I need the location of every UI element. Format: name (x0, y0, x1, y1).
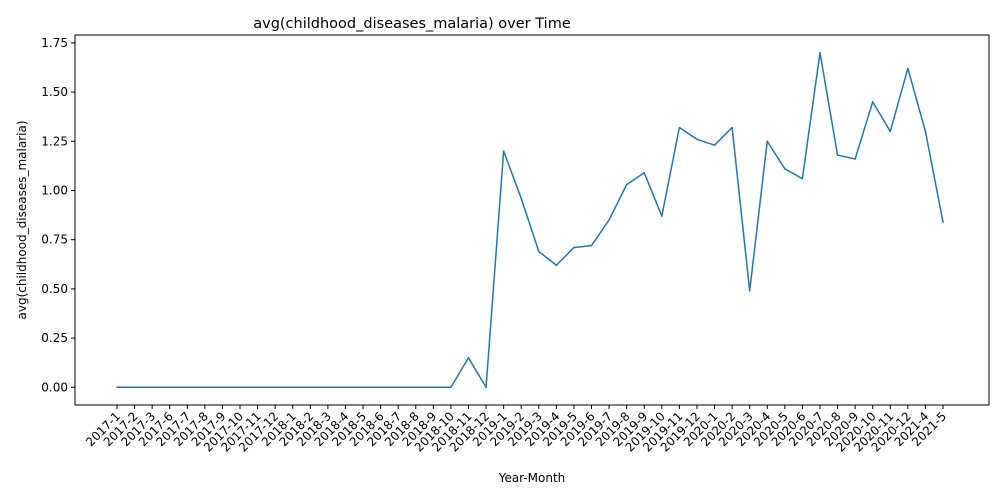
data-point (186, 386, 189, 389)
data-point (520, 197, 523, 200)
data-point (309, 386, 312, 389)
data-point (239, 386, 241, 389)
data-point (819, 51, 821, 54)
y-axis-ticks: 0.00 0.25 0.50 0.75 1.00 1.25 1.50 1.75 (41, 36, 75, 394)
data-point (678, 126, 681, 129)
data-point (432, 386, 435, 389)
data-point (748, 290, 751, 292)
data-point (801, 177, 804, 180)
data-point (836, 154, 839, 156)
data-point (713, 144, 716, 147)
x-axis-label: Year-Month (498, 471, 566, 485)
data-point (168, 386, 171, 389)
data-point (661, 215, 663, 217)
data-point (942, 221, 944, 223)
data-point (784, 168, 786, 170)
data-point (291, 386, 294, 389)
data-point (696, 138, 698, 141)
y-tick-label: 1.50 (41, 85, 68, 99)
data-point (327, 386, 329, 389)
y-tick-label: 1.00 (41, 183, 68, 197)
plot-frame (74, 34, 990, 406)
data-point (766, 140, 769, 143)
data-point (151, 386, 153, 389)
data-point (344, 386, 347, 389)
data-point (608, 219, 610, 221)
y-tick-label: 1.75 (41, 36, 68, 50)
data-point (555, 264, 558, 267)
data-point (485, 386, 487, 389)
data-point (573, 246, 575, 249)
y-tick-label: 1.25 (41, 134, 68, 148)
data-point (907, 67, 909, 70)
data-point (221, 386, 224, 389)
data-point (116, 386, 118, 389)
data-point (871, 101, 874, 103)
data-point (397, 386, 399, 389)
y-tick-label: 0.25 (41, 331, 68, 345)
data-point (379, 386, 382, 389)
chart-title: avg(childhood_diseases_malaria) over Tim… (253, 16, 571, 32)
series-group (116, 51, 944, 389)
data-point (204, 386, 206, 389)
data-point (502, 150, 505, 152)
data-point (414, 386, 417, 389)
y-tick-label: 0.00 (41, 380, 68, 394)
data-point (362, 386, 364, 389)
series-line (117, 51, 944, 389)
data-point (450, 386, 452, 389)
data-point (643, 171, 646, 174)
data-point (889, 130, 892, 133)
data-point (625, 183, 628, 186)
data-point (924, 130, 927, 133)
data-point (133, 386, 136, 389)
y-tick-label: 0.75 (41, 233, 68, 247)
plot-area (75, 35, 989, 405)
data-point (256, 386, 259, 389)
y-axis-label: avg(childhood_diseases_malaria) (15, 120, 29, 319)
data-point (537, 250, 540, 253)
data-point (731, 126, 733, 129)
data-point (854, 158, 856, 160)
data-point (274, 386, 276, 389)
data-point (590, 244, 593, 247)
data-point (467, 356, 470, 359)
y-tick-label: 0.50 (41, 282, 68, 296)
